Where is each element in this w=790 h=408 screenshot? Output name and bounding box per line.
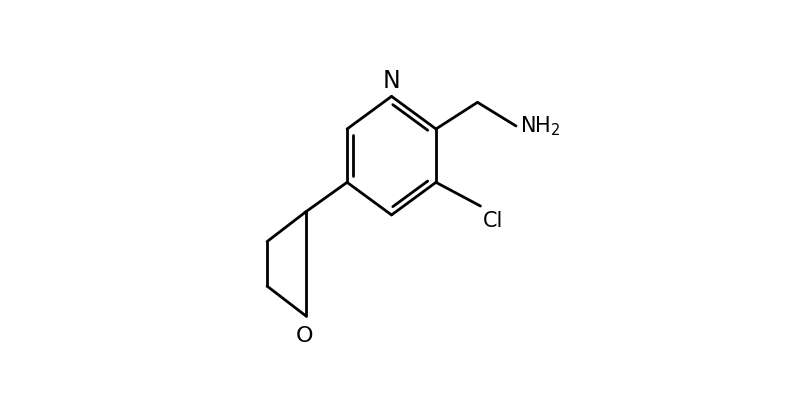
Text: Cl: Cl bbox=[483, 211, 503, 231]
Text: O: O bbox=[295, 326, 313, 346]
Text: NH$_2$: NH$_2$ bbox=[520, 114, 560, 138]
Text: N: N bbox=[382, 69, 401, 93]
